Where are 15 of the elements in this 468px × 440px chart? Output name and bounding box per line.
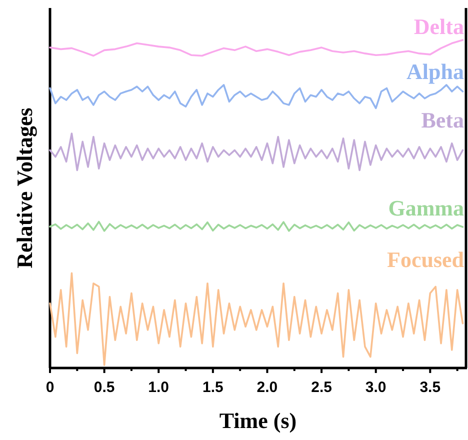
series-label: Alpha: [406, 58, 464, 84]
series-label: Gamma: [388, 196, 464, 221]
x-tick-label: 0: [46, 379, 54, 396]
x-tick-label: 2.5: [311, 379, 332, 396]
x-tick-label: 3.0: [365, 379, 386, 396]
x-tick-label: 3.5: [420, 379, 441, 396]
series-label: Delta: [414, 14, 464, 39]
y-axis-title: Relative Voltages: [12, 107, 37, 268]
x-tick-label: 1.0: [148, 379, 170, 396]
x-tick-label: 2.0: [256, 379, 278, 396]
x-tick-label: 1.5: [202, 379, 224, 396]
x-axis-title: Time (s): [219, 408, 297, 433]
x-tick-label: 0.5: [94, 379, 115, 396]
series-label: Beta: [421, 107, 464, 132]
series-label: Focused: [387, 247, 464, 272]
